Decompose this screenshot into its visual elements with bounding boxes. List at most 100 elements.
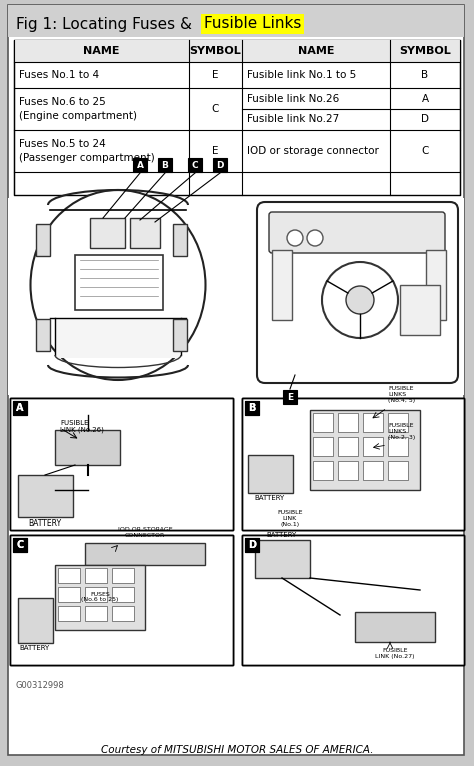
Text: Fuses No.5 to 24: Fuses No.5 to 24 xyxy=(19,139,106,149)
Text: D: D xyxy=(248,540,256,550)
Text: B: B xyxy=(248,403,255,413)
Text: (Passenger compartment): (Passenger compartment) xyxy=(19,153,155,163)
FancyBboxPatch shape xyxy=(13,401,27,415)
Text: B: B xyxy=(421,70,428,80)
Bar xyxy=(18,475,73,517)
Bar xyxy=(355,612,435,642)
Circle shape xyxy=(287,230,303,246)
Bar xyxy=(310,410,420,490)
Text: BATTERY: BATTERY xyxy=(20,645,50,651)
Text: C: C xyxy=(212,104,219,114)
Bar xyxy=(90,218,125,248)
Bar xyxy=(55,430,120,465)
Bar xyxy=(10,398,233,530)
Text: C: C xyxy=(191,161,198,169)
Bar xyxy=(58,568,80,583)
Bar xyxy=(313,413,333,432)
FancyBboxPatch shape xyxy=(188,158,202,172)
Text: D: D xyxy=(248,540,256,550)
Text: Fusible Links: Fusible Links xyxy=(204,17,301,31)
Bar xyxy=(10,398,233,530)
FancyBboxPatch shape xyxy=(158,158,172,172)
Bar xyxy=(10,535,233,665)
Ellipse shape xyxy=(30,190,206,380)
Text: A: A xyxy=(137,161,144,169)
Text: A: A xyxy=(421,93,428,103)
FancyBboxPatch shape xyxy=(133,158,147,172)
Bar xyxy=(242,398,464,530)
Bar xyxy=(242,535,464,665)
Bar xyxy=(363,437,383,456)
Text: C: C xyxy=(421,146,428,156)
Bar xyxy=(58,606,80,621)
Bar xyxy=(112,568,134,583)
Bar xyxy=(363,461,383,480)
Text: E: E xyxy=(212,146,219,156)
Text: LINK (No.26): LINK (No.26) xyxy=(60,427,104,434)
FancyBboxPatch shape xyxy=(13,538,27,552)
Bar xyxy=(363,413,383,432)
Text: SYMBOL: SYMBOL xyxy=(399,46,451,56)
Text: Fusible link No.27: Fusible link No.27 xyxy=(247,114,339,125)
Bar xyxy=(85,568,107,583)
Text: B: B xyxy=(248,403,255,413)
Bar xyxy=(338,413,358,432)
Bar xyxy=(242,398,464,530)
Circle shape xyxy=(346,286,374,314)
Text: D: D xyxy=(216,161,224,169)
Text: FUSIBLE
LINKS
(No.4, 5): FUSIBLE LINKS (No.4, 5) xyxy=(388,385,415,403)
Text: A: A xyxy=(16,403,24,413)
Bar xyxy=(10,398,233,530)
Text: Fuses No.6 to 25: Fuses No.6 to 25 xyxy=(19,97,106,107)
Bar xyxy=(242,398,464,530)
Text: FUSIBLE
LINKS
(No.2, 3): FUSIBLE LINKS (No.2, 3) xyxy=(388,423,415,440)
Text: Fuses No.1 to 4: Fuses No.1 to 4 xyxy=(19,70,99,80)
Text: Fusible link No.1 to 5: Fusible link No.1 to 5 xyxy=(247,70,356,80)
Bar xyxy=(173,224,187,256)
FancyBboxPatch shape xyxy=(13,538,27,552)
FancyBboxPatch shape xyxy=(257,202,458,383)
Text: SYMBOL: SYMBOL xyxy=(190,46,241,56)
Bar xyxy=(272,250,292,320)
FancyBboxPatch shape xyxy=(269,212,445,253)
Text: NAME: NAME xyxy=(83,46,120,56)
Text: C: C xyxy=(17,540,24,550)
Bar xyxy=(75,255,163,310)
Text: FUSES
(No.6 to 25): FUSES (No.6 to 25) xyxy=(82,591,118,602)
Bar xyxy=(36,319,50,351)
Bar xyxy=(14,40,460,195)
FancyBboxPatch shape xyxy=(245,538,259,552)
Bar xyxy=(10,535,233,665)
Text: E: E xyxy=(212,70,219,80)
Text: B: B xyxy=(162,161,168,169)
Bar xyxy=(36,224,50,256)
Bar xyxy=(313,461,333,480)
Bar xyxy=(8,5,464,37)
Bar xyxy=(388,461,408,480)
Text: Fig 1: Locating Fuses &: Fig 1: Locating Fuses & xyxy=(16,17,197,31)
Bar xyxy=(130,218,160,248)
Bar xyxy=(85,587,107,602)
Bar xyxy=(242,535,464,665)
Text: Fusible link No.26: Fusible link No.26 xyxy=(247,93,339,103)
FancyBboxPatch shape xyxy=(13,401,27,415)
Bar xyxy=(10,535,233,665)
Bar xyxy=(173,319,187,351)
Text: A: A xyxy=(16,403,24,413)
Bar xyxy=(55,318,181,358)
Text: D: D xyxy=(421,114,429,125)
Bar xyxy=(55,565,145,630)
FancyBboxPatch shape xyxy=(283,390,297,404)
Bar xyxy=(426,250,446,320)
Text: FUSIBLE: FUSIBLE xyxy=(60,420,89,426)
Circle shape xyxy=(307,230,323,246)
Text: IOD OR STORAGE
CONNECTOR: IOD OR STORAGE CONNECTOR xyxy=(118,527,173,538)
Bar xyxy=(242,398,464,530)
Text: E: E xyxy=(287,392,293,401)
Text: FUSIBLE
LINK (No.27): FUSIBLE LINK (No.27) xyxy=(375,648,415,659)
FancyBboxPatch shape xyxy=(245,401,259,415)
Bar xyxy=(85,543,205,565)
Text: BATTERY: BATTERY xyxy=(255,495,285,501)
Bar xyxy=(58,587,80,602)
Bar xyxy=(112,606,134,621)
